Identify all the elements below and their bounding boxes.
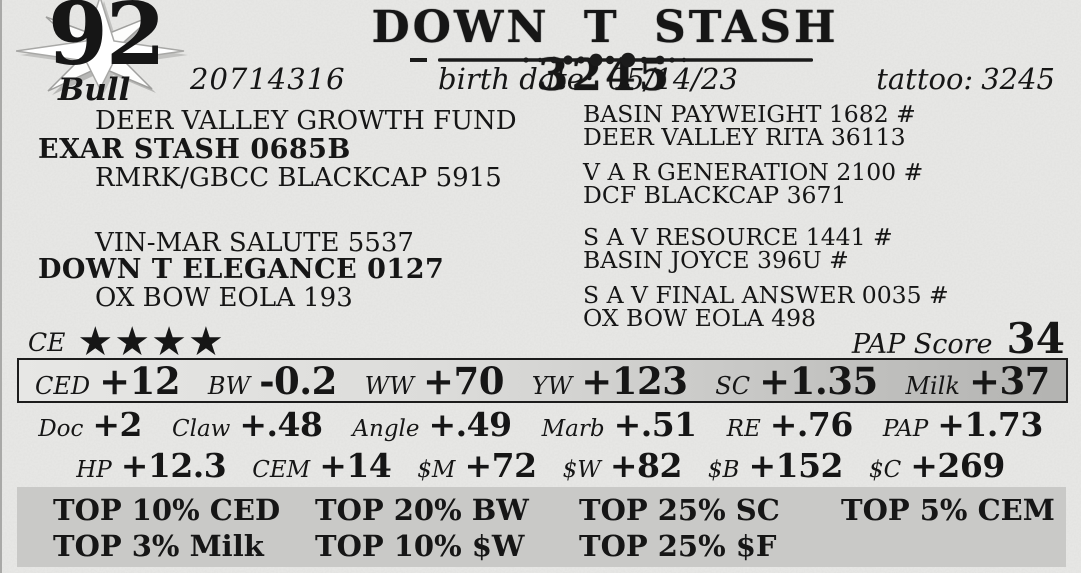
epd-milk: Milk +37 [905, 358, 1050, 403]
pedigree-sire-granddam: RMRK/GBCC BLACKCAP 5915 [95, 163, 502, 193]
ancestor-line: S A V FINAL ANSWER 0035 # [583, 281, 949, 309]
lot-category: Bull [58, 72, 131, 108]
ancestor-line: S A V RESOURCE 1441 # [583, 223, 893, 251]
animal-name-title: DOWN T STASH 3245 [371, 2, 839, 102]
epd-dollar-c: $C +269 [869, 445, 1005, 485]
epd-yw: YW +123 [531, 358, 688, 403]
pedigree-dam-granddam: OX BOW EOLA 193 [95, 283, 353, 313]
starburst-icon [16, 0, 188, 95]
birth-date-label: birth date: [438, 62, 594, 96]
epd-cem: CEM +14 [252, 445, 392, 485]
epd-sc: SC +1.35 [715, 358, 878, 403]
pap-score-label: PAP Score [851, 329, 993, 360]
epd-pap: PAP +1.73 [882, 404, 1043, 444]
epd-dollar-m: $M +72 [417, 445, 537, 485]
lot-number: 92 [48, 0, 166, 85]
rank-item: TOP 10% CED [53, 493, 281, 527]
epd-row-secondary: Doc +2 Claw +.48 Angle +.49 Marb +.51 RE +.76… [0, 403, 1081, 445]
epd-hp: HP +12.3 [76, 445, 227, 485]
ce-stars-icon: ★★★★ [77, 319, 225, 365]
ancestor-line: BASIN JOYCE 396U # [583, 246, 849, 274]
title-divider [410, 52, 813, 68]
registration-number: 20714316 [190, 62, 346, 96]
pap-score-value: 34 [1006, 314, 1065, 363]
epd-re: RE +.76 [726, 404, 854, 444]
epd-angle: Angle +.49 [352, 404, 512, 444]
pap-score: PAP Score 34 [851, 314, 1065, 363]
rank-item: TOP 25% SC [579, 493, 780, 527]
pedigree-dam-grandsire: VIN-MAR SALUTE 5537 [95, 228, 414, 258]
ancestor-line: DCF BLACKCAP 3671 [583, 181, 847, 209]
tattoo: tattoo: 3245 [876, 62, 1055, 96]
ancestor-line: DEER VALLEY RITA 36113 [583, 123, 906, 151]
tattoo-value: 3245 [981, 62, 1055, 96]
pedigree-sire-grandsire: DEER VALLEY GROWTH FUND [95, 106, 517, 136]
epd-dollar-w: $W +82 [562, 445, 683, 485]
rank-item: TOP 10% $W [315, 529, 525, 563]
percentile-rankings: TOP 10% CED TOP 20% BW TOP 25% SC TOP 5%… [17, 487, 1066, 567]
calving-ease-rating: CE ★★★★ [28, 322, 225, 362]
epd-ced: CED +12 [35, 358, 181, 403]
epd-row-primary: CED +12 BW -0.2 WW +70 YW +123 SC +1.35 Milk +… [17, 358, 1068, 403]
tattoo-label: tattoo: [876, 62, 974, 96]
ancestor-line: OX BOW EOLA 498 [583, 304, 816, 332]
pedigree-dam: DOWN T ELEGANCE 0127 [38, 254, 445, 285]
epd-ww: WW +70 [364, 358, 505, 403]
rank-item: TOP 3% Milk [53, 529, 264, 563]
ancestor-line: BASIN PAYWEIGHT 1682 # [583, 100, 916, 128]
epd-bw: BW -0.2 [207, 358, 338, 403]
rank-item: TOP 25% $F [579, 529, 777, 563]
epd-dollar-b: $B +152 [707, 445, 844, 485]
epd-marb: Marb +.51 [541, 404, 698, 444]
ce-label: CE [28, 327, 66, 357]
scan-edge [0, 0, 2, 573]
epd-claw: Claw +.48 [171, 404, 323, 444]
rank-item: TOP 20% BW [315, 493, 529, 527]
pedigree-sire: EXAR STASH 0685B [38, 134, 351, 165]
birth-date: birth date: 05/14/23 [438, 62, 738, 96]
epd-doc: Doc +2 [38, 404, 142, 444]
birth-date-value: 05/14/23 [607, 62, 738, 96]
rank-item: TOP 5% CEM [841, 493, 1055, 527]
epd-row-dollar: HP +12.3 CEM +14 $M +72 $W +82 $B +152 $C +269 [0, 444, 1081, 486]
ancestor-line: V A R GENERATION 2100 # [583, 158, 924, 186]
